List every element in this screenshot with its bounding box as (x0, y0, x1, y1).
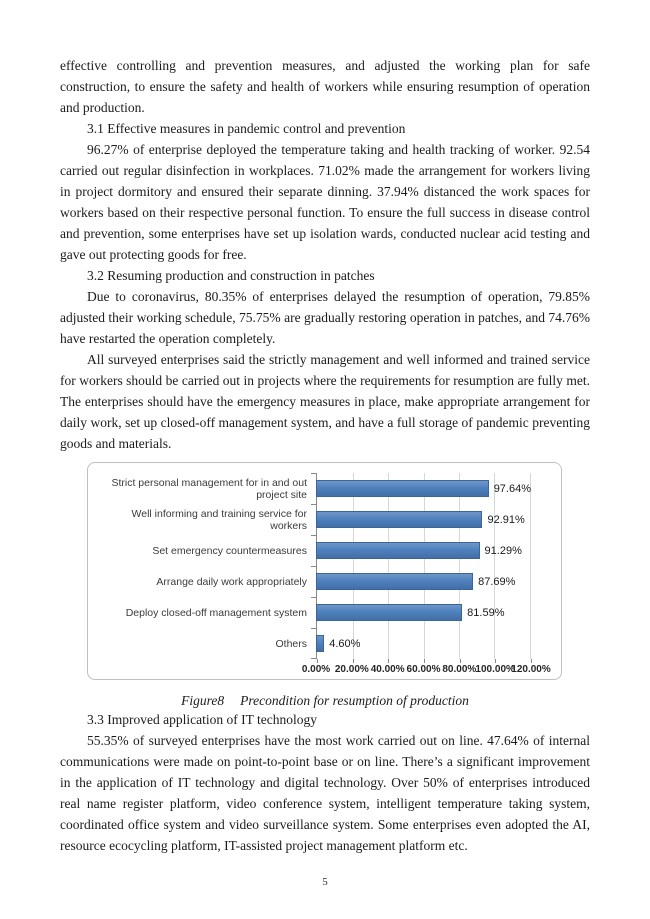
chart-row-plot: 97.64% (316, 473, 531, 504)
chart-row-plot: 92.91% (316, 504, 531, 535)
section-heading-3-2: 3.2 Resuming production and construction… (87, 268, 375, 283)
value-axis-tick (531, 659, 532, 663)
chart-row: Set emergency countermeasures 91.29% (94, 535, 561, 566)
x-tick-label: 40.00% (370, 664, 405, 675)
category-axis-tick (311, 628, 317, 629)
category-label: Deploy closed-off management system (125, 606, 307, 619)
page-number: 5 (322, 876, 328, 888)
category-axis-tick (311, 535, 317, 536)
chart-row: Strict personal management for in and ou… (94, 473, 561, 504)
chart-rows: Strict personal management for in and ou… (94, 473, 561, 659)
figure-bar-chart: Strict personal management for in and ou… (87, 462, 562, 680)
value-label: 87.69% (478, 575, 516, 588)
chart-row: Arrange daily work appropriately 87.69% (94, 566, 561, 597)
value-label: 91.29% (484, 544, 522, 557)
value-label: 92.91% (487, 513, 525, 526)
chart-x-axis: 0.00% 20.00% 40.00% 60.00% 80.00% 100.00% 120.… (302, 662, 551, 678)
x-tick-label: 100.00% (475, 664, 515, 675)
value-axis-tick (459, 659, 461, 663)
bar (316, 511, 483, 528)
x-tick-label: 80.00% (442, 664, 477, 675)
bar (316, 542, 480, 559)
category-axis-tick (311, 597, 317, 598)
section-heading-3-1: 3.1 Effective measures in pandemic contr… (87, 121, 406, 136)
category-label: Set emergency countermeasures (152, 544, 307, 557)
chart-body: Strict personal management for in and ou… (94, 473, 561, 663)
chart-row-plot: 4.60% (316, 628, 531, 659)
section-heading-3-3: 3.3 Improved application of IT technolog… (87, 712, 317, 727)
figure-caption: Figure8 Precondition for resumption of pr… (60, 693, 590, 709)
category-label: Well informing and training service for … (131, 507, 307, 532)
value-axis-tick (352, 659, 354, 663)
value-label: 81.59% (467, 606, 505, 619)
chart-row: Others 4.60% (94, 628, 561, 659)
category-label: Others (275, 637, 307, 650)
category-axis-tick (311, 566, 317, 567)
paragraph-continuation: effective controlling and prevention mea… (60, 58, 590, 115)
category-axis-tick (311, 473, 317, 474)
paragraph-pandemic-measures: 96.27% of enterprise deployed the temper… (60, 142, 590, 262)
chart-row: Deploy closed-off management system 81.59… (94, 597, 561, 628)
bar (316, 604, 463, 621)
category-label: Strict personal management for in and ou… (111, 476, 307, 501)
paragraph-resumption-stats: Due to coronavirus, 80.35% of enterprise… (60, 289, 590, 346)
value-axis-tick (495, 659, 497, 663)
chart-row-plot: 87.69% (316, 566, 531, 597)
value-label: 4.60% (329, 637, 361, 650)
chart-row: Well informing and training service for … (94, 504, 561, 535)
value-axis-tick (388, 659, 390, 663)
value-label: 97.64% (493, 482, 531, 495)
chart-row-plot: 91.29% (316, 535, 531, 566)
x-tick-label: 60.00% (406, 664, 441, 675)
category-axis-tick (311, 504, 317, 505)
value-axis-tick (424, 659, 425, 663)
chart-row-plot: 81.59% (316, 597, 531, 628)
bar (316, 573, 474, 590)
x-tick-label: 20.00% (334, 664, 369, 675)
bar (316, 480, 489, 497)
figure-caption-text: Precondition for resumption of productio… (240, 693, 469, 708)
figure-caption-label: Figure8 (181, 693, 225, 708)
paragraph-it-technology: 55.35% of surveyed enterprises have the … (60, 733, 590, 853)
x-tick-label: 120.00% (511, 664, 551, 675)
paragraph-resumption-requirements: All surveyed enterprises said the strict… (60, 352, 590, 451)
x-tick-label: 0.00% (301, 664, 331, 675)
value-axis-tick (317, 659, 318, 663)
plot-area (311, 473, 532, 663)
bar (316, 635, 325, 652)
category-axis-tick (311, 658, 317, 659)
category-label: Arrange daily work appropriately (156, 575, 307, 588)
